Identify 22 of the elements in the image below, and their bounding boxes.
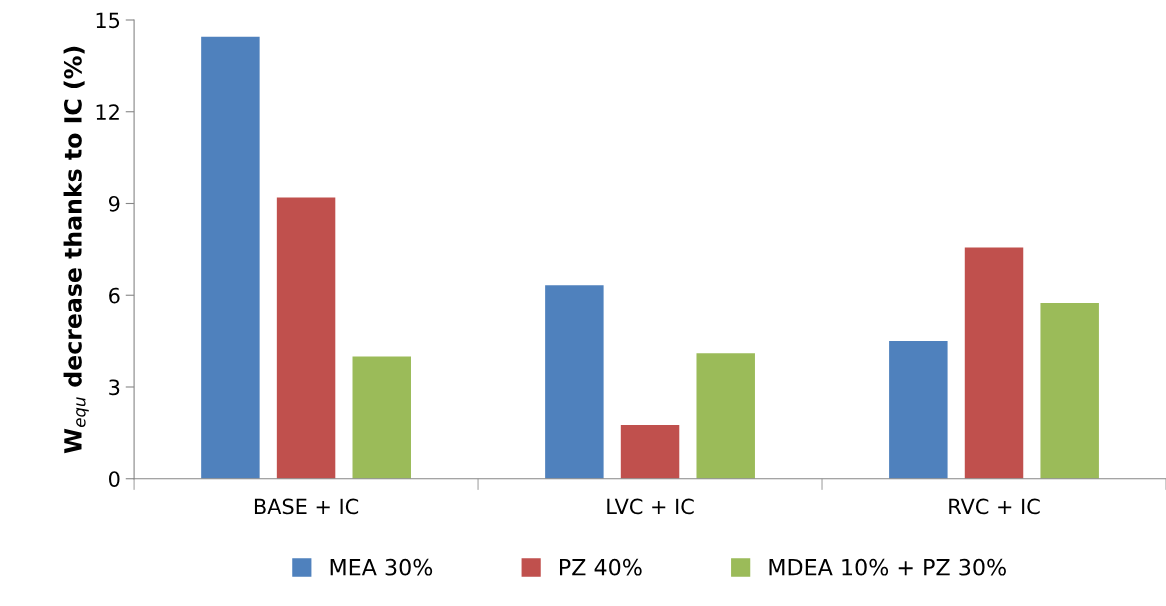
y-tick-label: 6 (109, 287, 120, 304)
y-tick-label: 3 (109, 379, 120, 396)
x-tick-label: LVC + IC (607, 498, 694, 515)
y-tick-label: 15 (96, 12, 120, 29)
bar (276, 197, 336, 479)
y-tick-label: 9 (108, 195, 120, 212)
bar (201, 36, 260, 479)
bar (352, 356, 411, 479)
bar (964, 247, 1024, 479)
bar (696, 353, 755, 479)
y-axis-title: W$_{equ}$ decrease thanks to IC (%) (63, 46, 89, 454)
bar (889, 341, 948, 479)
bar (1040, 302, 1099, 479)
legend-label: MDEA 10% + PZ 30% (769, 558, 1006, 576)
x-tick-label: BASE + IC (254, 498, 359, 515)
legend-label: MEA 30% (330, 558, 433, 576)
bar (545, 285, 604, 479)
y-tick-label: 0 (109, 471, 120, 487)
legend-label: PZ 40% (560, 558, 642, 576)
y-tick-label: 12 (96, 104, 119, 120)
x-tick-label: RVC + IC (949, 498, 1040, 515)
bar (620, 424, 680, 479)
